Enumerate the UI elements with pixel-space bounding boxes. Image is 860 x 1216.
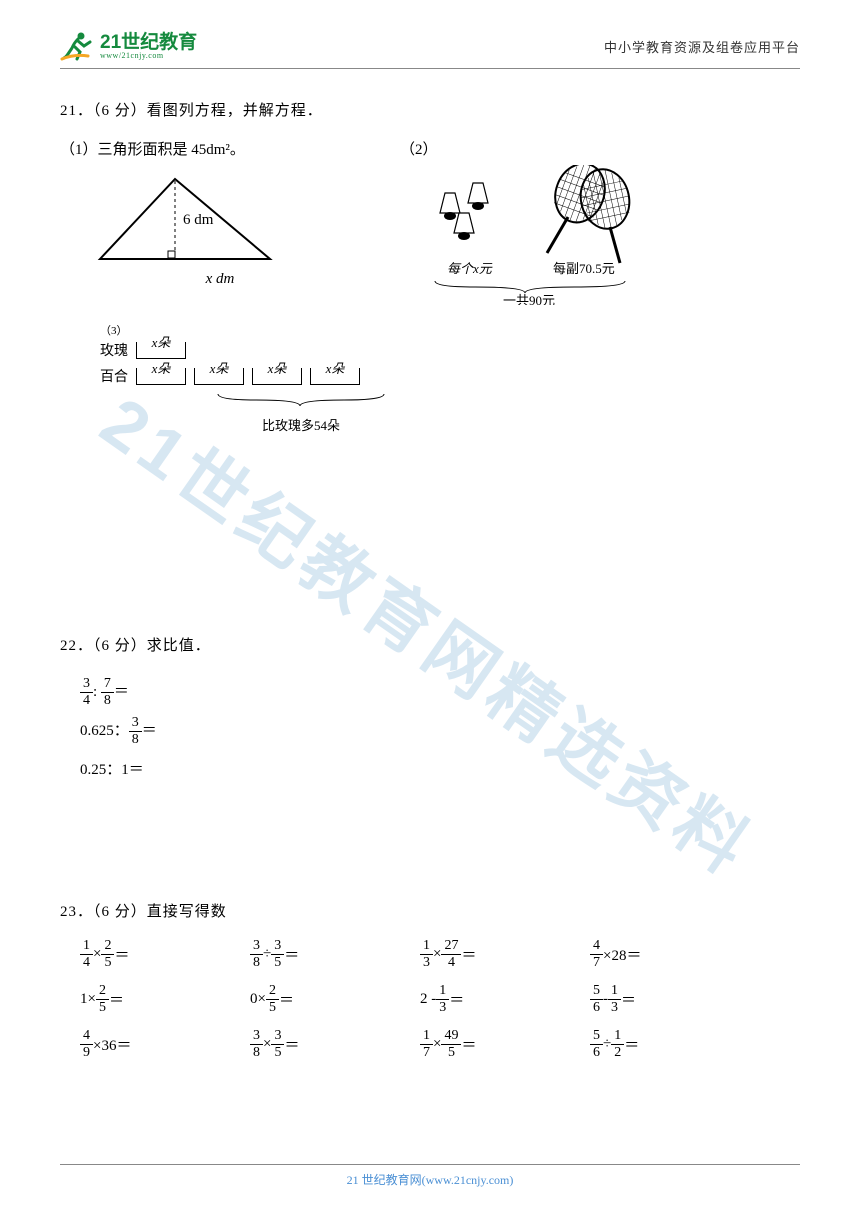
q23-cell: 56÷12＝	[590, 1029, 760, 1060]
triangle-height-label: 6 dm	[183, 212, 214, 228]
logo-url-text: www/21cnjy.com	[100, 52, 197, 60]
triangle-icon: 6 dm	[80, 169, 280, 269]
q23-cell: 38÷35＝	[250, 939, 420, 970]
q21-fig3-num: （3）	[100, 322, 430, 338]
fig3-unit: x朵	[152, 358, 171, 377]
q23-grid: 14×25＝38÷35＝13×274＝47×28＝ 1×25＝0×25＝2 - 1…	[80, 939, 800, 1060]
q22-num: 22．	[60, 638, 93, 654]
fig2-total-caption: 一共90元	[503, 293, 555, 305]
badminton-icon: 每个x元 每副70.5元 一共90元	[415, 165, 645, 305]
q23-cell: 38×35＝	[250, 1029, 420, 1060]
fig3-rose-label: 玫瑰	[100, 340, 128, 360]
q21-text: 看图列方程，并解方程．	[147, 103, 323, 119]
q22-item-3: 0.25：1＝	[80, 751, 800, 790]
q21-fig1-label: （1）三角形面积是 45dm²。	[60, 138, 360, 159]
page-header: 21世纪教育 www/21cnjy.com 中小学教育资源及组卷应用平台	[60, 30, 800, 69]
q21-points: （6 分）	[93, 103, 147, 119]
q23-cell: 47×28＝	[590, 939, 760, 970]
q22-items: 34: 78＝ 0.625：38＝ 0.25：1＝	[80, 673, 800, 790]
fig2-right-caption: 每副70.5元	[553, 261, 615, 276]
q21-figures: （1）三角形面积是 45dm²。 6 dm x dm （2）	[60, 138, 800, 310]
q22-points: （6 分）	[93, 638, 147, 654]
q21-num: 21．	[60, 103, 93, 119]
fig3-lily-label: 百合	[100, 366, 128, 386]
fig3-compare-label: 比玫瑰多54朵	[196, 415, 406, 434]
footer-text: 21 世纪教育网(www.21cnjy.com)	[60, 1164, 800, 1188]
q23-cell: 13×274＝	[420, 939, 590, 970]
logo: 21世纪教育 www/21cnjy.com	[60, 30, 197, 62]
fig3-unit: x朵	[326, 358, 345, 377]
q23-points: （6 分）	[93, 904, 147, 920]
logo-cn-text: 21世纪教育	[100, 33, 197, 52]
fig2-left-caption: 每个x元	[447, 261, 493, 276]
q23-text: 直接写得数	[147, 904, 227, 920]
q21-fig2: （2）	[400, 138, 660, 310]
q23-cell: 2 - 13＝	[420, 984, 590, 1015]
q21-fig3: （3） 玫瑰 x朵 百合 x朵 x朵 x朵 x朵 比玫瑰多54朵	[100, 322, 430, 434]
q22-text: 求比值．	[147, 638, 211, 654]
q22-item-2: 0.625：38＝	[80, 712, 800, 751]
fig3-unit: x朵	[152, 332, 171, 351]
q23-cell: 56 - 13＝	[590, 984, 760, 1015]
q21-fig1: （1）三角形面积是 45dm²。 6 dm x dm	[60, 138, 360, 310]
q23-cell: 49×36＝	[80, 1029, 250, 1060]
q22-item-1: 34: 78＝	[80, 673, 800, 712]
q22-title: 22．（6 分）求比值．	[60, 634, 800, 655]
header-right-text: 中小学教育资源及组卷应用平台	[604, 37, 800, 56]
q23-title: 23．（6 分）直接写得数	[60, 900, 800, 921]
q23-cell: 14×25＝	[80, 939, 250, 970]
triangle-base-label: x dm	[80, 271, 360, 288]
q21-title: 21．（6 分）看图列方程，并解方程．	[60, 99, 800, 120]
fig3-unit: x朵	[268, 358, 287, 377]
brace-icon	[216, 392, 386, 410]
q21-fig2-label: （2）	[400, 138, 660, 159]
fig3-unit: x朵	[210, 358, 229, 377]
q23-cell: 1×25＝	[80, 984, 250, 1015]
q23-cell: 0×25＝	[250, 984, 420, 1015]
runner-icon	[60, 30, 94, 62]
q23-num: 23．	[60, 904, 93, 920]
q23-cell: 17×495＝	[420, 1029, 590, 1060]
